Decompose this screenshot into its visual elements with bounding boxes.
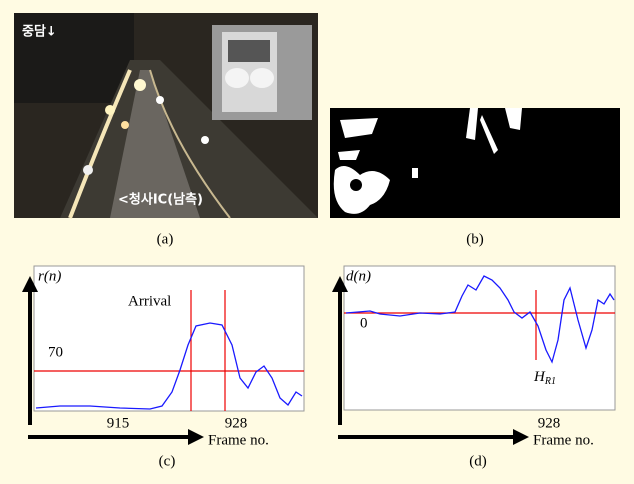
zero-label: 0 [360, 315, 368, 331]
overlay-text: <청사IC(남측) [118, 192, 203, 208]
y-label: d(n) [346, 268, 371, 284]
figure: 중담↓ <청사IC(남측) (a) (b) r(n) Arrival 70 91… [0, 0, 634, 484]
photo-a: 중담↓ <청사IC(남측) [14, 13, 318, 218]
binary-image-b [330, 108, 620, 218]
x-label: Frame no. [208, 432, 269, 448]
caption: (d) [469, 453, 487, 469]
h-label-sub: R1 [544, 376, 556, 387]
x-tick-label: 915 [107, 415, 130, 431]
caption: (c) [159, 453, 176, 469]
y-label: r(n) [38, 268, 61, 284]
x-tick-label: 928 [225, 415, 248, 431]
caption: (b) [466, 231, 484, 247]
x-label: Frame no. [533, 432, 594, 448]
overlay-text: 중담↓ [22, 25, 57, 40]
annotation: Arrival [128, 293, 171, 309]
x-tick-label: 928 [538, 415, 561, 431]
caption: (a) [157, 231, 174, 247]
threshold-label: 70 [48, 344, 63, 360]
